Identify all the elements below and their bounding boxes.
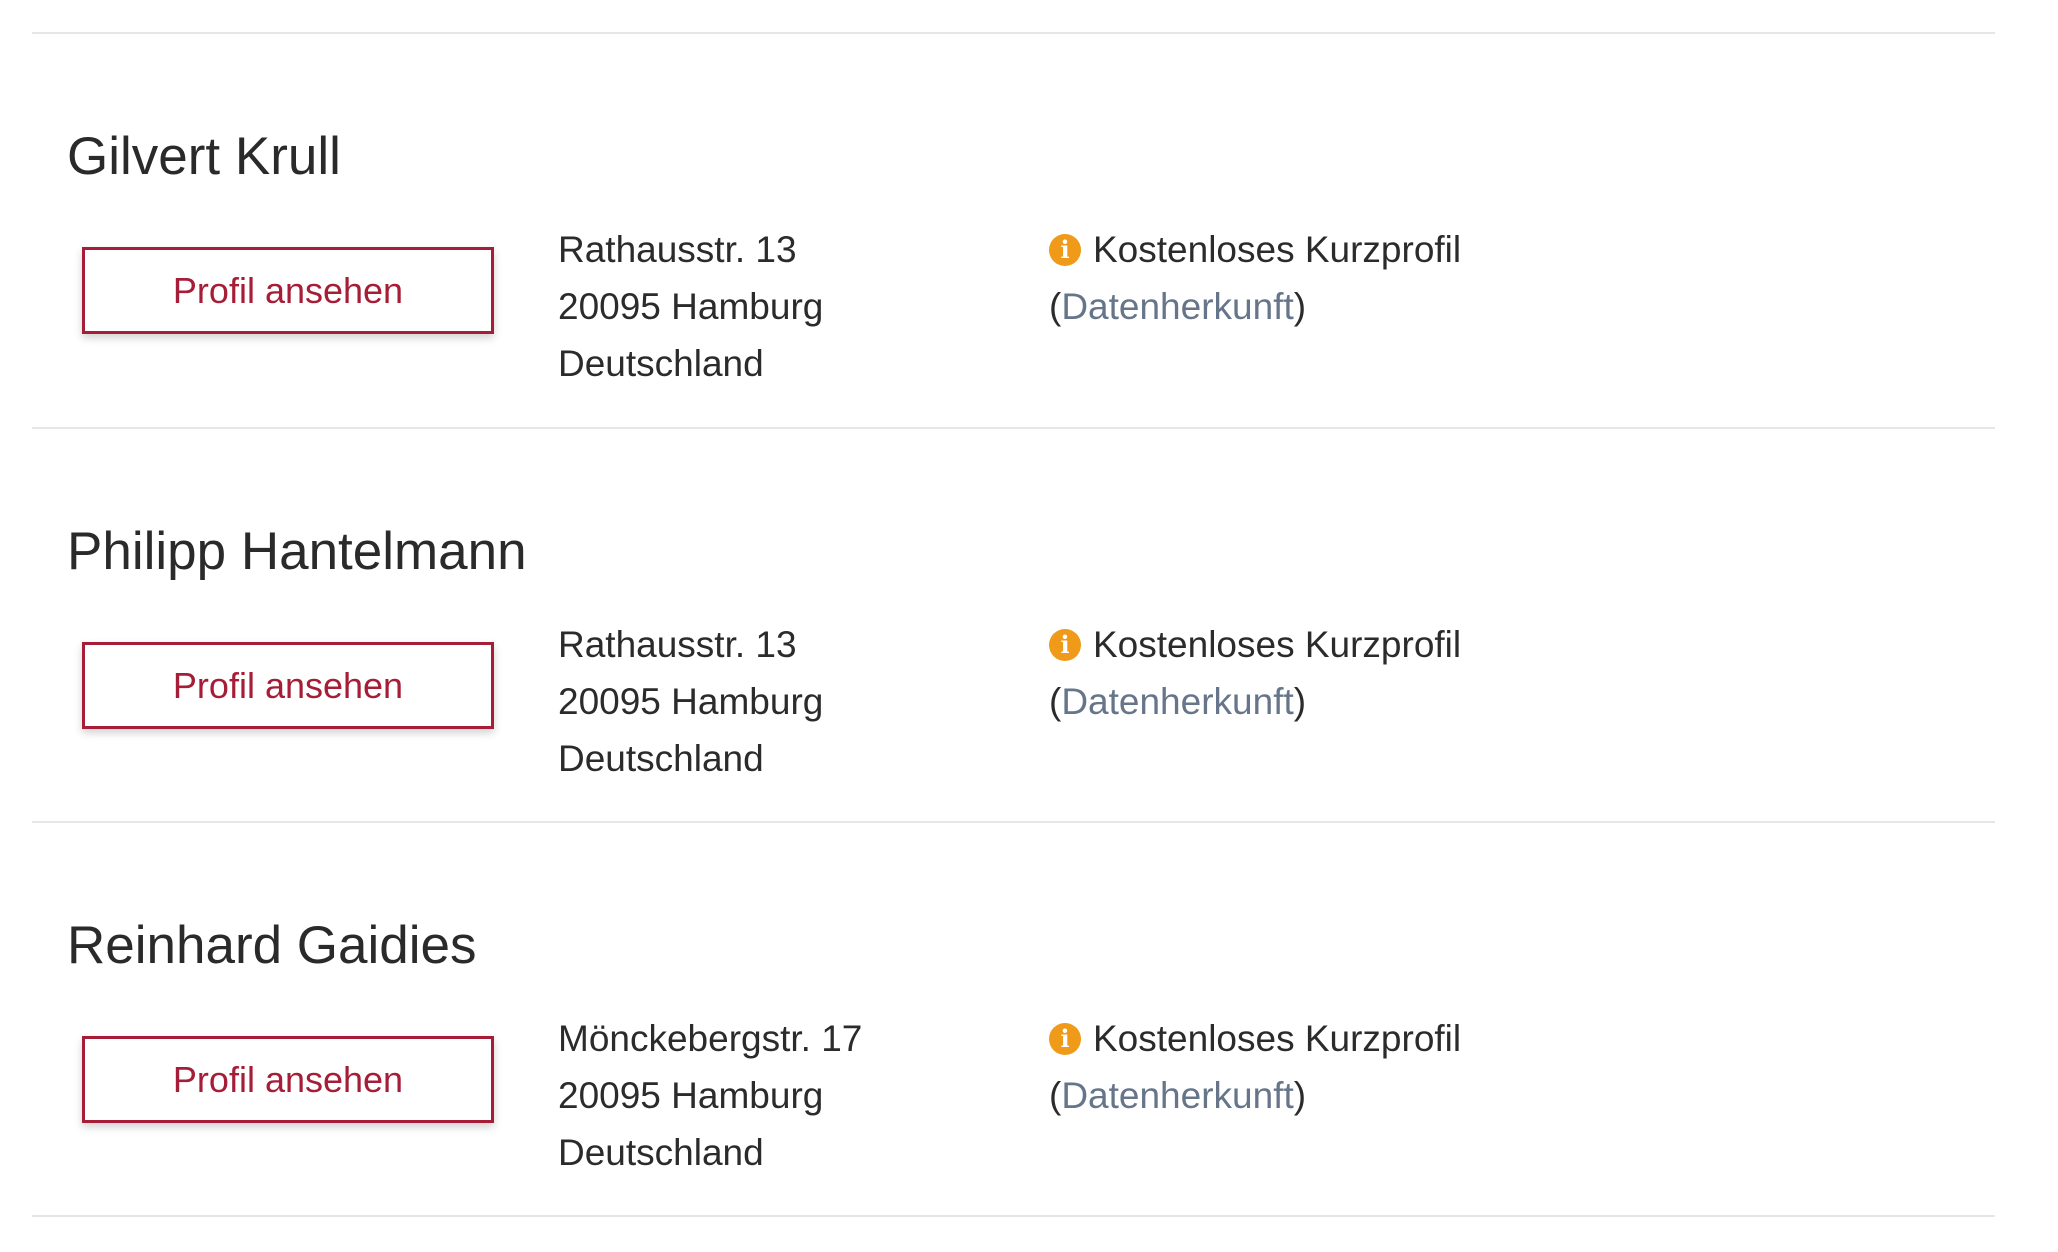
divider: [32, 32, 1995, 34]
info-icon: i: [1049, 1022, 1081, 1055]
postal-city: 20095 Hamburg: [558, 1075, 824, 1116]
address: Rathausstr. 13 20095 Hamburg Deutschland: [558, 616, 823, 787]
paren-open: (: [1049, 681, 1062, 722]
data-source-link[interactable]: Datenherkunft: [1061, 286, 1294, 327]
divider: [32, 1215, 1995, 1217]
country: Deutschland: [558, 343, 764, 384]
profile-info: i Kostenloses Kurzprofil (Datenherkunft): [1049, 1010, 1461, 1124]
info-icon: i: [1049, 628, 1081, 661]
data-source-link[interactable]: Datenherkunft: [1061, 681, 1294, 722]
profile-info: i Kostenloses Kurzprofil (Datenherkunft): [1049, 221, 1461, 335]
person-name: Gilvert Krull: [67, 127, 341, 186]
paren-open: (: [1049, 1075, 1062, 1116]
paren-close: ): [1293, 681, 1307, 722]
address: Rathausstr. 13 20095 Hamburg Deutschland: [558, 221, 823, 392]
profile-type: Kostenloses Kurzprofil: [1093, 624, 1462, 665]
view-profile-button[interactable]: Profil ansehen: [82, 642, 494, 729]
profile-type: Kostenloses Kurzprofil: [1093, 229, 1462, 270]
address: Mönckebergstr. 17 20095 Hamburg Deutschl…: [558, 1010, 862, 1181]
country: Deutschland: [558, 1132, 764, 1173]
paren-close: ): [1293, 286, 1307, 327]
divider: [32, 821, 1995, 823]
data-source-link[interactable]: Datenherkunft: [1061, 1075, 1294, 1116]
postal-city: 20095 Hamburg: [558, 681, 824, 722]
divider: [32, 427, 1995, 429]
profile-type: Kostenloses Kurzprofil: [1093, 1018, 1462, 1059]
person-entry: Philipp Hantelmann Profil ansehen Rathau…: [0, 428, 2058, 822]
street: Rathausstr. 13: [558, 624, 797, 665]
street: Mönckebergstr. 17: [558, 1018, 863, 1059]
paren-open: (: [1049, 286, 1062, 327]
person-name: Reinhard Gaidies: [67, 916, 477, 975]
country: Deutschland: [558, 738, 764, 779]
view-profile-button[interactable]: Profil ansehen: [82, 1036, 494, 1123]
profile-info: i Kostenloses Kurzprofil (Datenherkunft): [1049, 616, 1461, 730]
person-name: Philipp Hantelmann: [67, 522, 527, 581]
postal-city: 20095 Hamburg: [558, 286, 824, 327]
paren-close: ): [1293, 1075, 1307, 1116]
street: Rathausstr. 13: [558, 229, 797, 270]
view-profile-button[interactable]: Profil ansehen: [82, 247, 494, 334]
info-icon: i: [1049, 233, 1081, 266]
person-entry: Reinhard Gaidies Profil ansehen Mönckebe…: [0, 822, 2058, 1216]
person-entry: Gilvert Krull Profil ansehen Rathausstr.…: [0, 33, 2058, 427]
